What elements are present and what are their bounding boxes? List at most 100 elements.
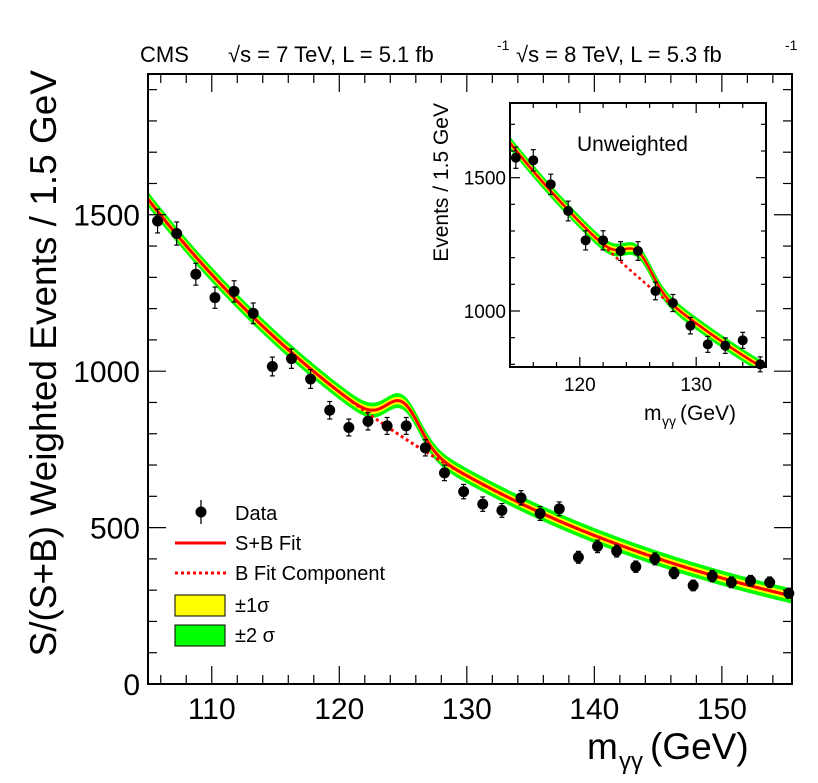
main-data-point <box>477 496 489 512</box>
main-data-points <box>152 208 795 599</box>
main-data-marker <box>649 553 661 565</box>
inset-data-marker <box>702 339 713 350</box>
legend: Data S+B Fit B Fit Component ±1σ ±2 σ <box>174 500 386 647</box>
main-data-marker <box>496 504 508 516</box>
inset-data-point <box>685 316 696 335</box>
main-data-point <box>171 221 183 246</box>
main-data-marker <box>285 353 297 365</box>
inset-data-marker <box>650 286 661 296</box>
main-data-marker <box>458 486 470 498</box>
chart-header: CMS √s = 7 TeV, L = 5.1 fb -1 √s = 8 TeV… <box>140 37 798 67</box>
main-data-marker <box>209 292 221 304</box>
inset-data-marker <box>685 320 696 331</box>
inset-data-point <box>702 335 713 353</box>
inset-data-point <box>563 200 574 222</box>
main-data-marker <box>534 508 546 520</box>
inset-data-points <box>510 146 766 373</box>
main-data-marker <box>324 404 336 416</box>
main-data-point <box>611 544 623 558</box>
inset-data-point <box>650 281 661 301</box>
inset-data-marker <box>528 155 539 166</box>
main-data-marker <box>630 561 642 573</box>
main-data-point <box>496 502 508 518</box>
legend-label-1sigma: ±1σ <box>235 595 270 617</box>
inset-plot-frame <box>509 102 767 368</box>
main-x-tick-label: 110 <box>188 693 236 726</box>
header-experiment: CMS <box>140 42 189 67</box>
main-data-point <box>649 552 661 566</box>
main-y-tick-label: 0 <box>123 669 140 702</box>
main-data-point <box>419 439 431 457</box>
main-data-point <box>687 579 699 592</box>
main-y-tick-label: 500 <box>90 512 140 545</box>
legend-label-b-fit: B Fit Component <box>235 563 386 585</box>
main-data-marker <box>572 551 584 563</box>
main-data-marker <box>247 307 259 319</box>
header-lumi-7tev: √s = 7 TeV, L = 5.1 fb <box>228 42 434 67</box>
legend-label-sb-fit: S+B Fit <box>235 533 302 555</box>
main-fit-curves <box>148 198 792 598</box>
inset-axis-ticks <box>509 103 767 367</box>
legend-entry-sb-fit: S+B Fit <box>175 533 302 555</box>
main-data-marker <box>419 442 431 454</box>
main-data-point <box>553 501 565 517</box>
inset-data-marker <box>615 246 626 256</box>
main-data-marker <box>152 215 164 227</box>
main-data-marker <box>438 467 450 479</box>
inset-plot: 120 130 1000 1500 Unweighted Events / 1.5 G… <box>430 102 767 429</box>
inset-data-marker <box>545 179 556 190</box>
main-data-point <box>438 464 450 482</box>
main-sb-fit-curve <box>148 198 792 598</box>
main-data-point <box>630 560 642 573</box>
legend-1sigma-swatch <box>174 594 226 617</box>
main-data-point <box>745 574 757 587</box>
inset-data-point <box>580 230 591 251</box>
main-data-marker <box>725 576 737 588</box>
inset-data-marker <box>667 298 678 308</box>
main-y-tick-label: 1500 <box>73 200 140 233</box>
main-data-point <box>152 208 164 234</box>
inset-background <box>510 103 766 367</box>
main-data-marker <box>477 498 489 510</box>
inset-data-point <box>528 149 539 172</box>
main-x-tick-label: 120 <box>314 693 364 726</box>
main-data-marker <box>190 268 202 280</box>
main-data-marker <box>362 415 374 427</box>
legend-data-marker <box>195 506 207 518</box>
inset-x-tick-label: 120 <box>564 375 596 396</box>
legend-label-data: Data <box>235 503 278 525</box>
main-data-point <box>592 539 604 554</box>
main-data-point <box>266 356 278 377</box>
main-data-point <box>285 348 297 369</box>
main-data-point <box>764 576 776 589</box>
inset-data-marker <box>720 340 731 351</box>
main-data-marker <box>515 492 527 504</box>
legend-entry-2sigma: ±2 σ <box>174 624 276 647</box>
inset-tick-labels: 120 130 1000 1500 <box>464 169 712 396</box>
main-data-point <box>668 566 680 580</box>
inset-data-point <box>545 173 556 196</box>
inset-data-point <box>510 146 521 169</box>
main-data-marker <box>668 567 680 579</box>
main-data-marker <box>745 575 757 587</box>
inset-data-point <box>633 241 643 261</box>
main-data-marker <box>706 570 718 582</box>
inset-data-point <box>598 230 609 251</box>
main-data-point <box>305 369 317 389</box>
main-data-marker <box>400 420 412 432</box>
legend-label-2sigma: ±2 σ <box>235 625 276 647</box>
main-data-point <box>515 490 527 506</box>
main-data-marker <box>343 421 355 433</box>
main-data-marker <box>764 576 776 588</box>
main-data-marker <box>171 228 183 240</box>
inset-data-marker <box>598 235 609 246</box>
main-data-point <box>534 506 546 521</box>
legend-entry-data: Data <box>195 500 278 525</box>
main-data-point <box>381 416 393 435</box>
main-data-point <box>209 286 221 309</box>
main-x-axis-title-m: m <box>587 726 618 767</box>
main-data-point <box>228 280 240 303</box>
inset-data-marker <box>580 235 591 246</box>
inset-x-axis-title-unit: (GeV) <box>680 402 736 425</box>
